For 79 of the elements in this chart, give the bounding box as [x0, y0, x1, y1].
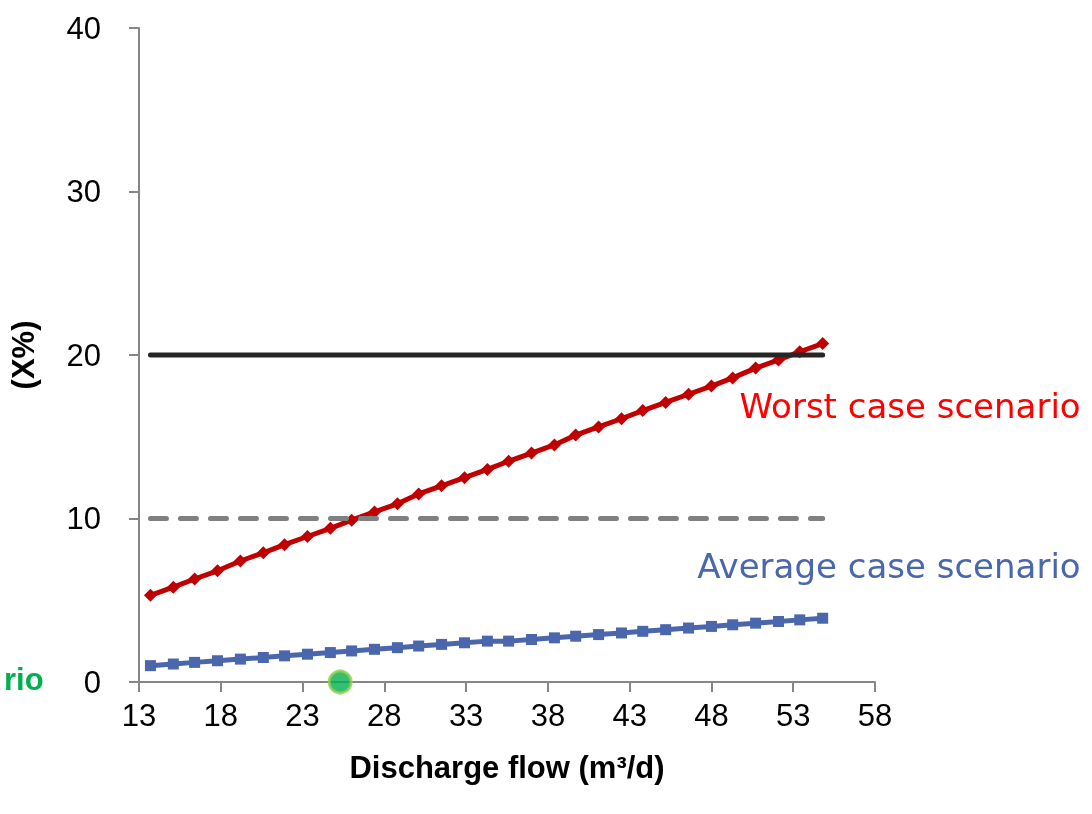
point — [212, 655, 224, 667]
point — [636, 404, 650, 418]
x-tick-label: 48 — [694, 698, 729, 733]
point — [390, 497, 404, 511]
point — [233, 554, 247, 568]
series-label: Average case scenario — [697, 546, 1081, 587]
point — [300, 529, 314, 543]
x-tick-label: 28 — [367, 698, 402, 733]
point — [794, 614, 806, 626]
point — [727, 619, 739, 631]
point — [614, 412, 628, 426]
point — [166, 580, 180, 594]
point — [503, 635, 515, 647]
point — [327, 669, 353, 695]
point — [167, 658, 179, 670]
x-tick-label: 18 — [203, 698, 239, 733]
y-tick-label: 0 — [83, 664, 101, 700]
point — [257, 651, 269, 663]
point — [593, 629, 605, 641]
x-axis-title: Discharge flow (m³/d) — [349, 750, 665, 785]
y-axis-title: (X%) — [6, 320, 41, 390]
point — [436, 638, 448, 650]
point — [278, 538, 292, 552]
point — [234, 653, 246, 665]
x-tick-label: 43 — [612, 698, 647, 733]
y-tick-label: 40 — [66, 10, 101, 46]
y-tick-label: 10 — [66, 501, 101, 536]
point — [481, 635, 493, 647]
x-tick-label: 38 — [530, 698, 566, 733]
point — [682, 387, 696, 401]
point — [548, 632, 560, 644]
point — [750, 617, 762, 629]
y-tick-label: 30 — [66, 174, 101, 209]
point — [660, 624, 672, 636]
point — [458, 637, 470, 649]
point — [569, 428, 583, 442]
point — [570, 630, 582, 642]
point — [816, 337, 830, 351]
x-tick-label: 23 — [285, 698, 320, 733]
point — [526, 633, 538, 645]
point — [144, 660, 156, 672]
point — [480, 462, 494, 476]
point — [143, 588, 157, 602]
point — [659, 395, 673, 409]
point — [256, 546, 270, 560]
y-tick-label: 20 — [66, 337, 101, 373]
point — [189, 656, 201, 668]
point — [279, 650, 291, 662]
text: rio — [4, 662, 44, 697]
point — [457, 471, 471, 485]
point — [637, 625, 649, 637]
series-label: Worst case scenario — [739, 385, 1081, 426]
point — [547, 438, 561, 452]
point — [726, 371, 740, 385]
point — [412, 487, 426, 501]
point — [413, 640, 425, 652]
point — [705, 620, 717, 632]
point — [773, 616, 784, 628]
point — [324, 647, 336, 659]
point — [323, 521, 337, 535]
point — [435, 479, 449, 493]
point — [704, 379, 718, 393]
point — [683, 622, 695, 634]
x-tick-label: 13 — [121, 698, 157, 733]
x-tick-label: 53 — [775, 698, 811, 733]
point — [391, 642, 403, 654]
point — [346, 645, 358, 657]
point — [592, 420, 606, 434]
point — [369, 643, 381, 655]
point — [301, 648, 313, 660]
x-tick-label: 33 — [448, 698, 484, 733]
point — [211, 564, 225, 578]
point — [749, 361, 763, 375]
point — [188, 572, 202, 586]
point — [502, 454, 516, 468]
x-tick-label: 58 — [857, 698, 893, 733]
point — [525, 446, 539, 460]
point — [615, 627, 627, 639]
point — [817, 612, 829, 624]
